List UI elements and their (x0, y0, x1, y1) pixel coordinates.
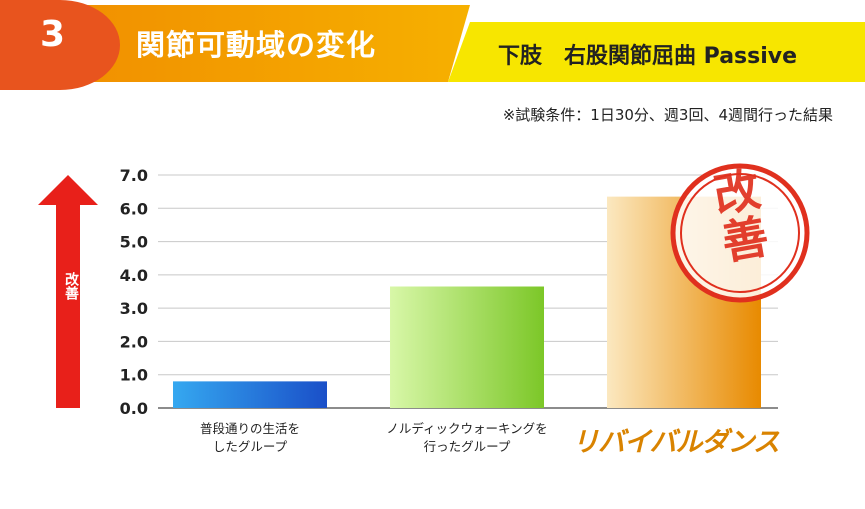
section-number-badge (0, 0, 120, 90)
bar (173, 381, 327, 408)
x-label-line: 行ったグループ (423, 439, 511, 454)
page-subtitle: 下肢 右股関節屈曲 Passive (498, 44, 798, 69)
bar (390, 286, 544, 408)
y-tick-label: 4.0 (120, 266, 148, 285)
page-title: 関節可動域の変化 (136, 28, 377, 62)
subtitle-band (448, 22, 865, 82)
y-tick-label: 0.0 (120, 399, 148, 418)
y-tick-label: 2.0 (120, 332, 148, 351)
x-label-line: 普段通りの生活を (199, 421, 300, 436)
y-tick-label: 6.0 (120, 199, 148, 218)
x-label-line: ノルディックウォーキングを (386, 421, 548, 436)
revival-dance-logo: リバイバルダンス (572, 427, 780, 458)
header-banner: 3 関節可動域の変化 下肢 右股関節屈曲 Passive (0, 0, 865, 90)
improvement-arrow (38, 175, 98, 408)
improvement-stamp (670, 163, 810, 303)
y-tick-label: 1.0 (120, 366, 148, 385)
y-tick-labels: 0.0 1.0 2.0 3.0 4.0 5.0 6.0 7.0 (120, 166, 148, 418)
x-label-normal-life: 普段通りの生活を したグループ (155, 420, 345, 456)
x-label-line: したグループ (212, 439, 288, 454)
y-tick-label: 3.0 (120, 299, 148, 318)
stamp-label: 改善 (709, 161, 773, 271)
y-tick-label: 5.0 (120, 233, 148, 252)
improvement-label: 改善 (63, 272, 79, 300)
y-tick-label: 7.0 (120, 166, 148, 185)
test-condition-note: ※試験条件：1日30分、週3回、4週間行った結果 (502, 106, 833, 124)
x-label-nordic-walking: ノルディックウォーキングを 行ったグループ (372, 420, 562, 456)
section-number: 3 (40, 14, 66, 55)
